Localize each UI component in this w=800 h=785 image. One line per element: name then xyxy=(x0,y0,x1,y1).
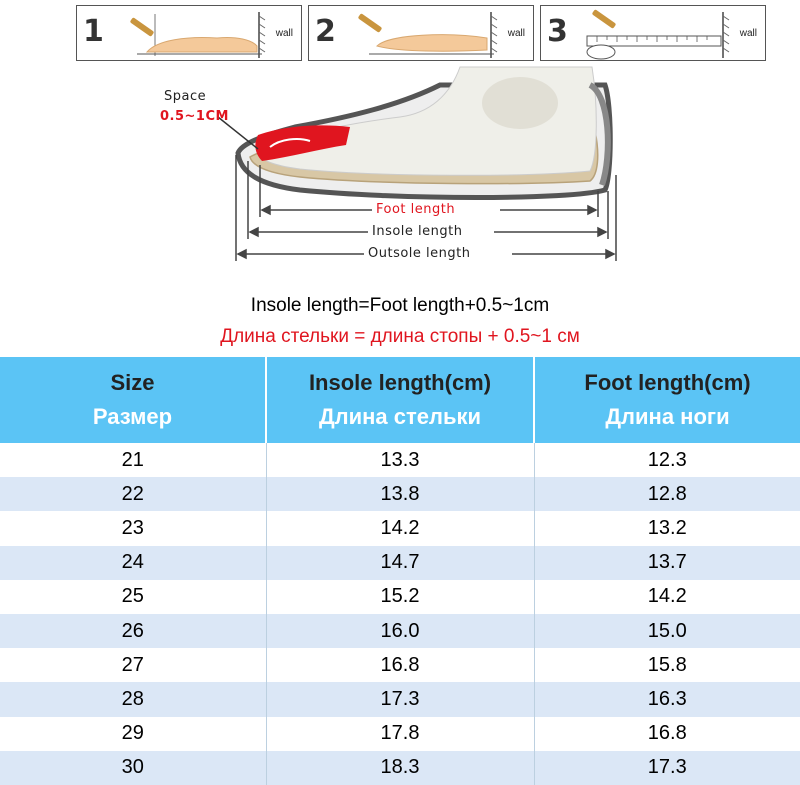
size-column-header: Size Размер xyxy=(0,357,267,443)
size-cell: 28 xyxy=(0,682,267,717)
shoe-diagram: Space 0.5~1CM Foot length Insole length … xyxy=(150,65,630,275)
size-cell: 30 xyxy=(0,750,267,785)
size-cell: 23 xyxy=(0,511,267,546)
foot-length-column-header: Foot length(cm) Длина ноги xyxy=(534,357,800,443)
foot-length-cell: 15.0 xyxy=(534,613,800,649)
insole-length-cell: 17.8 xyxy=(266,716,535,751)
header-english: Foot length(cm) xyxy=(584,370,751,395)
foot-length-cell: 16.8 xyxy=(647,722,687,745)
formula-russian: Длина стельки = длина стопы + 0.5~1 см xyxy=(220,326,580,347)
insole-length-cell: 13.3 xyxy=(266,443,535,478)
header-russian: Размер xyxy=(92,404,173,429)
shoe-cross-section-illustration xyxy=(217,66,617,261)
insole-length-cell: 17.3 xyxy=(266,682,535,717)
table-row: 26 16.0 15.0 xyxy=(0,613,800,649)
wall-label: wall xyxy=(739,28,757,39)
size-cell: 21 xyxy=(0,443,267,478)
step-number: 1 xyxy=(83,14,104,49)
insole-length-cell: 14.2 xyxy=(266,511,535,546)
space-value: 0.5~1CM xyxy=(160,109,229,124)
header-russian: Длина ноги xyxy=(605,404,730,429)
insole-length-cell: 15.2 xyxy=(266,579,535,614)
step-1-foot-illustration xyxy=(130,12,266,58)
foot-length-cell: 15.8 xyxy=(647,653,687,676)
header-russian: Длина стельки xyxy=(318,404,482,429)
size-table-body: 21 13.3 12.3 22 13.8 12.8 23 14.2 13.2 24 14.7 13.7… xyxy=(0,443,800,785)
wall-label: wall xyxy=(275,28,293,39)
table-row: 29 17.8 16.8 xyxy=(0,716,800,751)
insole-length-cell: 16.0 xyxy=(266,613,535,649)
foot-length-cell: 14.2 xyxy=(647,585,687,608)
size-cell: 24 xyxy=(0,545,267,580)
step-1-panel: 1 wall xyxy=(76,5,302,61)
insole-length-label: Insole length xyxy=(372,224,463,239)
table-row: 30 18.3 17.3 xyxy=(0,750,800,785)
size-cell: 29 xyxy=(0,716,267,751)
foot-length-cell: 17.3 xyxy=(534,750,800,785)
size-cell: 22 xyxy=(0,477,267,512)
insole-length-cell: 16.8 xyxy=(266,648,535,683)
table-row: 22 13.8 12.8 xyxy=(0,477,800,512)
insole-length-cell: 14.7 xyxy=(266,545,535,580)
table-row: 23 14.2 13.2 xyxy=(0,511,800,546)
space-label: Space xyxy=(164,89,207,104)
step-3-ruler-illustration xyxy=(586,9,730,60)
wall-label: wall xyxy=(507,28,525,39)
insole-length-cell: 13.8 xyxy=(266,477,535,512)
table-row: 21 13.3 12.3 xyxy=(0,443,800,478)
size-cell: 26 xyxy=(0,613,267,649)
measurement-steps: 1 wall 2 wall xyxy=(76,5,766,63)
table-header-row: Size Размер Insole length(cm) Длина стел… xyxy=(0,357,800,443)
table-row: 28 17.3 16.3 xyxy=(0,682,800,717)
foot-length-label: Foot length xyxy=(376,202,456,217)
table-row: 25 15.2 14.2 xyxy=(0,579,800,614)
insole-length-column-header: Insole length(cm) Длина стельки xyxy=(266,357,535,443)
foot-length-cell: 13.2 xyxy=(647,516,687,539)
header-english: Insole length(cm) xyxy=(308,370,492,395)
foot-length-cell: 12.8 xyxy=(534,477,800,512)
step-2-panel: 2 wall xyxy=(308,5,534,61)
table-row: 24 14.7 13.7 xyxy=(0,545,800,580)
step-number: 2 xyxy=(315,14,336,49)
foot-length-cell: 12.3 xyxy=(647,448,687,471)
foot-length-cell: 16.3 xyxy=(534,682,800,717)
size-cell: 25 xyxy=(0,579,267,614)
foot-length-cell: 13.7 xyxy=(534,545,800,580)
formula-english: Insole length=Foot length+0.5~1cm xyxy=(250,295,550,316)
step-2-insole-illustration xyxy=(358,12,498,58)
step-3-panel: 3 wall xyxy=(540,5,766,61)
insole-length-cell: 18.3 xyxy=(266,750,535,785)
step-number: 3 xyxy=(547,14,568,49)
size-table: Size Размер Insole length(cm) Длина стел… xyxy=(0,357,800,785)
size-cell: 27 xyxy=(0,648,267,683)
header-english: Size xyxy=(110,370,155,395)
outsole-length-label: Outsole length xyxy=(368,246,471,261)
table-row: 27 16.8 15.8 xyxy=(0,648,800,683)
